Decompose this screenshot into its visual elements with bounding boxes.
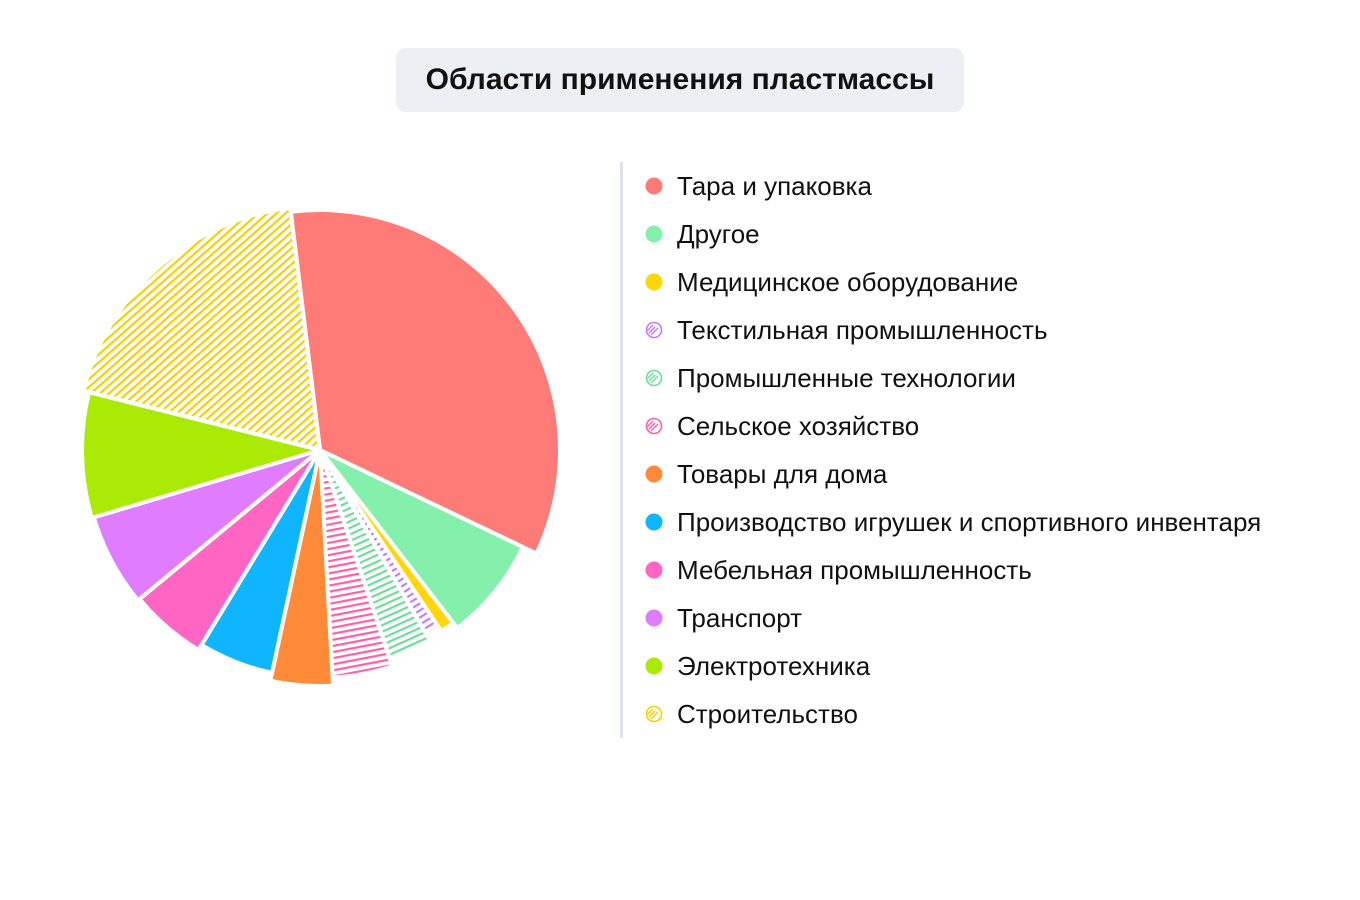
- legend-marker-icon: [645, 369, 663, 387]
- legend-marker-icon: [645, 705, 663, 723]
- pie-slice: [318, 448, 456, 634]
- legend-marker-icon: [645, 321, 663, 339]
- legend-item: Мебельная промышленность: [645, 546, 1350, 594]
- legend-marker-icon: [645, 561, 663, 579]
- legend-marker-icon: [645, 177, 663, 195]
- legend-marker-icon: [645, 417, 663, 435]
- legend-item: Медицинское оборудование: [645, 258, 1350, 306]
- legend-label: Промышленные технологии: [677, 362, 1016, 393]
- legend-label: Медицинское оборудование: [677, 266, 1019, 297]
- legend-item: Товары для дома: [645, 450, 1350, 498]
- legend-marker-icon: [645, 225, 663, 243]
- pie-slice: [318, 448, 525, 631]
- legend-label: Мебельная промышленность: [677, 554, 1032, 585]
- legend-label: Электротехника: [677, 650, 871, 681]
- legend-item: Электротехника: [645, 642, 1350, 690]
- legend-item: Другое: [645, 210, 1350, 258]
- legend-label: Текстильная промышленность: [677, 314, 1048, 345]
- legend-label: Производство игрушек и спортивного инвен…: [677, 506, 1262, 537]
- pie-chart: [80, 205, 562, 688]
- legend-marker-icon: [645, 657, 663, 675]
- legend-marker-icon: [645, 273, 663, 291]
- legend-item: Сельское хозяйство: [645, 402, 1350, 450]
- legend-label: Другое: [677, 218, 760, 249]
- legend-marker-icon: [645, 609, 663, 627]
- legend-label: Тара и упаковка: [677, 170, 872, 201]
- legend-item: Транспорт: [645, 594, 1350, 642]
- pie-slice: [268, 448, 336, 688]
- legend-label: Строительство: [677, 698, 858, 729]
- chart-title: Области применения пластмассы: [396, 48, 964, 112]
- legend-label: Транспорт: [677, 602, 803, 633]
- legend-label: Сельское хозяйство: [677, 410, 920, 441]
- legend-item: Производство игрушек и спортивного инвен…: [645, 498, 1350, 546]
- legend-item: Промышленные технологии: [645, 354, 1350, 402]
- chart-legend: Тара и упаковка Другое Медицинское оборудо…: [620, 162, 1350, 738]
- legend-marker-icon: [645, 513, 663, 531]
- pie-slice: [80, 390, 322, 520]
- legend-item: Строительство: [645, 690, 1350, 738]
- legend-item: Текстильная промышленность: [645, 306, 1350, 354]
- legend-label: Товары для дома: [677, 458, 888, 489]
- legend-item: Тара и упаковка: [645, 162, 1350, 210]
- legend-marker-icon: [645, 465, 663, 483]
- pie-slice: [81, 205, 322, 452]
